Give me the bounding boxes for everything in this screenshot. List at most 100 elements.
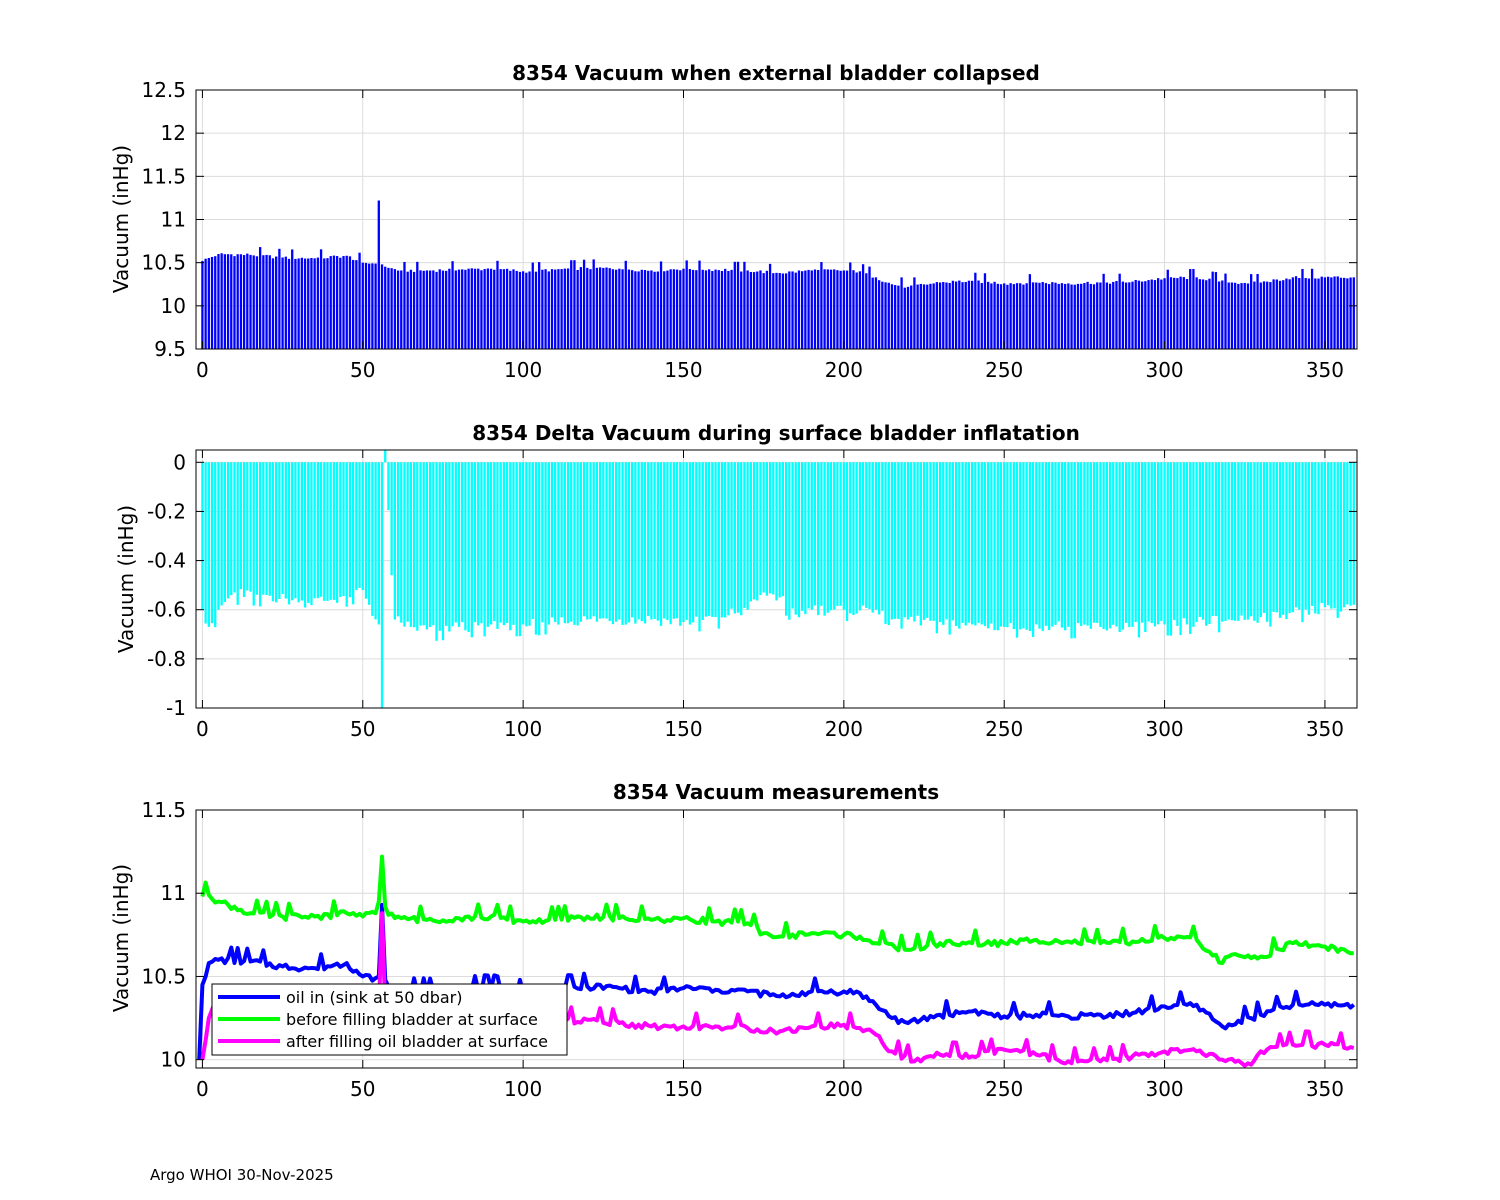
bar — [534, 271, 538, 349]
bar — [1140, 462, 1144, 623]
bar — [352, 462, 355, 605]
bar — [297, 258, 300, 349]
bar — [784, 273, 788, 349]
bar — [1346, 462, 1349, 605]
bar — [1333, 276, 1336, 349]
bar — [445, 270, 448, 349]
bar — [813, 269, 817, 349]
bar — [679, 270, 682, 349]
bar — [1269, 282, 1272, 349]
bar — [990, 462, 993, 624]
bar — [996, 283, 999, 349]
bar — [339, 257, 342, 349]
bar — [884, 282, 887, 349]
bar — [778, 462, 781, 598]
bar — [999, 284, 1003, 349]
bar — [1089, 462, 1092, 629]
bar — [698, 260, 701, 349]
bar — [669, 269, 672, 349]
bar — [470, 268, 473, 349]
bar — [602, 462, 605, 619]
bar — [990, 283, 993, 349]
bar — [1131, 281, 1134, 349]
bar — [448, 268, 451, 349]
bar — [1083, 283, 1086, 349]
bar — [1054, 462, 1057, 625]
bar — [929, 283, 932, 349]
x-tick-label: 50 — [350, 358, 375, 382]
bar — [624, 260, 627, 349]
bar — [775, 462, 778, 601]
bar — [826, 462, 829, 613]
bar — [695, 270, 698, 349]
bar — [768, 462, 772, 594]
bar — [499, 462, 502, 623]
bar — [210, 462, 214, 624]
bar — [691, 269, 695, 349]
bar — [954, 281, 958, 349]
bar — [207, 257, 210, 349]
bar — [1246, 462, 1250, 620]
bar — [592, 462, 595, 617]
bar — [996, 462, 999, 631]
bar — [1157, 462, 1160, 625]
x-tick-label: 250 — [985, 717, 1023, 741]
bar — [335, 462, 339, 603]
bar — [1214, 462, 1218, 617]
bar — [682, 462, 685, 622]
bar — [903, 462, 906, 618]
bar — [631, 270, 634, 349]
bar — [1067, 283, 1070, 349]
bar — [313, 258, 316, 349]
bar — [749, 271, 752, 349]
bar — [724, 268, 727, 349]
bar — [1092, 284, 1096, 349]
bar — [368, 263, 371, 349]
bar — [970, 462, 974, 625]
y-tick-label: 12.5 — [141, 78, 186, 102]
bar — [265, 462, 268, 595]
bar — [496, 462, 499, 629]
bar — [887, 282, 890, 349]
bar — [303, 462, 307, 608]
bar — [1179, 462, 1182, 636]
bar — [733, 462, 736, 614]
bar — [515, 270, 518, 349]
bar — [592, 259, 595, 349]
bar — [1028, 462, 1032, 632]
bar — [679, 462, 682, 626]
bar — [640, 269, 643, 349]
bar — [1176, 462, 1179, 626]
bar — [1243, 282, 1246, 349]
bar — [720, 462, 724, 618]
bar — [823, 462, 826, 616]
bar — [672, 269, 676, 349]
bar — [900, 277, 903, 349]
bar — [1019, 283, 1022, 349]
bar — [1256, 273, 1259, 349]
bar — [849, 262, 852, 349]
bar — [230, 254, 233, 349]
bar — [929, 462, 932, 621]
bar — [836, 462, 839, 606]
bar — [1217, 462, 1221, 633]
bar — [922, 462, 926, 620]
bar — [1063, 462, 1067, 631]
bar — [919, 462, 922, 626]
bar — [1147, 462, 1150, 622]
bar — [650, 462, 653, 620]
bar — [855, 462, 858, 614]
bar — [1089, 283, 1092, 349]
bar — [1160, 462, 1163, 622]
bar — [1140, 281, 1144, 349]
bar — [765, 462, 769, 596]
bar — [913, 462, 916, 622]
bar — [541, 462, 544, 623]
bar — [1233, 282, 1237, 349]
bar — [1073, 284, 1076, 349]
bar — [1015, 462, 1019, 638]
bar — [711, 270, 714, 349]
bar — [281, 462, 284, 595]
x-tick-label: 350 — [1306, 358, 1344, 382]
bar — [464, 269, 467, 349]
